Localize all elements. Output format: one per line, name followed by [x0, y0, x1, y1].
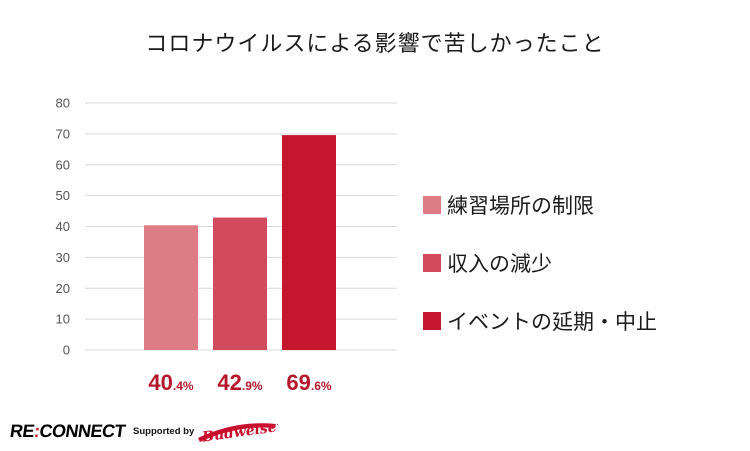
- legend-item-events: イベントの延期・中止: [423, 306, 657, 336]
- data-label-main: 69: [286, 370, 311, 395]
- data-label-main: 40: [148, 370, 173, 395]
- brand-logo: RE:CONNECT: [9, 421, 127, 442]
- brand-prefix: RE: [8, 420, 36, 441]
- y-tick-label: 80: [56, 96, 70, 111]
- legend-item-practice-venue: 練習場所の制限: [423, 190, 657, 220]
- bar: [213, 217, 267, 350]
- bar: [282, 135, 336, 350]
- legend-swatch: [423, 254, 441, 272]
- sponsor-logo: Budweiser: [198, 418, 278, 444]
- legend-label: 練習場所の制限: [447, 194, 594, 218]
- legend: 練習場所の制限 収入の減少 イベントの延期・中止: [423, 190, 657, 364]
- y-tick-label: 60: [56, 157, 70, 172]
- data-label-main: 42: [217, 370, 242, 395]
- svg-text:Budweiser: Budweiser: [200, 418, 278, 444]
- y-tick-label: 50: [56, 188, 70, 203]
- legend-label: 収入の減少: [447, 252, 552, 276]
- bars: [144, 135, 336, 350]
- y-tick-label: 40: [56, 219, 70, 234]
- y-tick-label: 30: [56, 250, 70, 265]
- y-tick-label: 10: [56, 312, 70, 327]
- data-label-sub: .6%: [310, 379, 332, 393]
- data-label: 42.9%: [200, 370, 280, 396]
- y-tick-label: 0: [63, 343, 70, 358]
- legend-swatch: [423, 312, 441, 330]
- data-label-sub: .9%: [241, 379, 263, 393]
- y-tick-label: 70: [56, 126, 70, 141]
- data-label-sub: .4%: [172, 379, 194, 393]
- y-tick-label: 20: [56, 281, 70, 296]
- bar: [144, 225, 198, 350]
- legend-label: イベントの延期・中止: [447, 310, 657, 334]
- brand-suffix: CONNECT: [38, 420, 127, 441]
- footer: RE:CONNECT Supported by Budweiser: [9, 418, 279, 444]
- data-label: 40.4%: [131, 370, 211, 396]
- chart-title: コロナウイルスによる影響で苦しかったこと: [145, 32, 605, 57]
- legend-swatch: [423, 196, 441, 214]
- data-label: 69.6%: [269, 370, 349, 396]
- legend-item-income: 収入の減少: [423, 248, 657, 278]
- supported-by-text: Supported by: [133, 425, 195, 437]
- y-axis-ticks: 0 10 20 30 40 50 60 70 80: [56, 96, 70, 358]
